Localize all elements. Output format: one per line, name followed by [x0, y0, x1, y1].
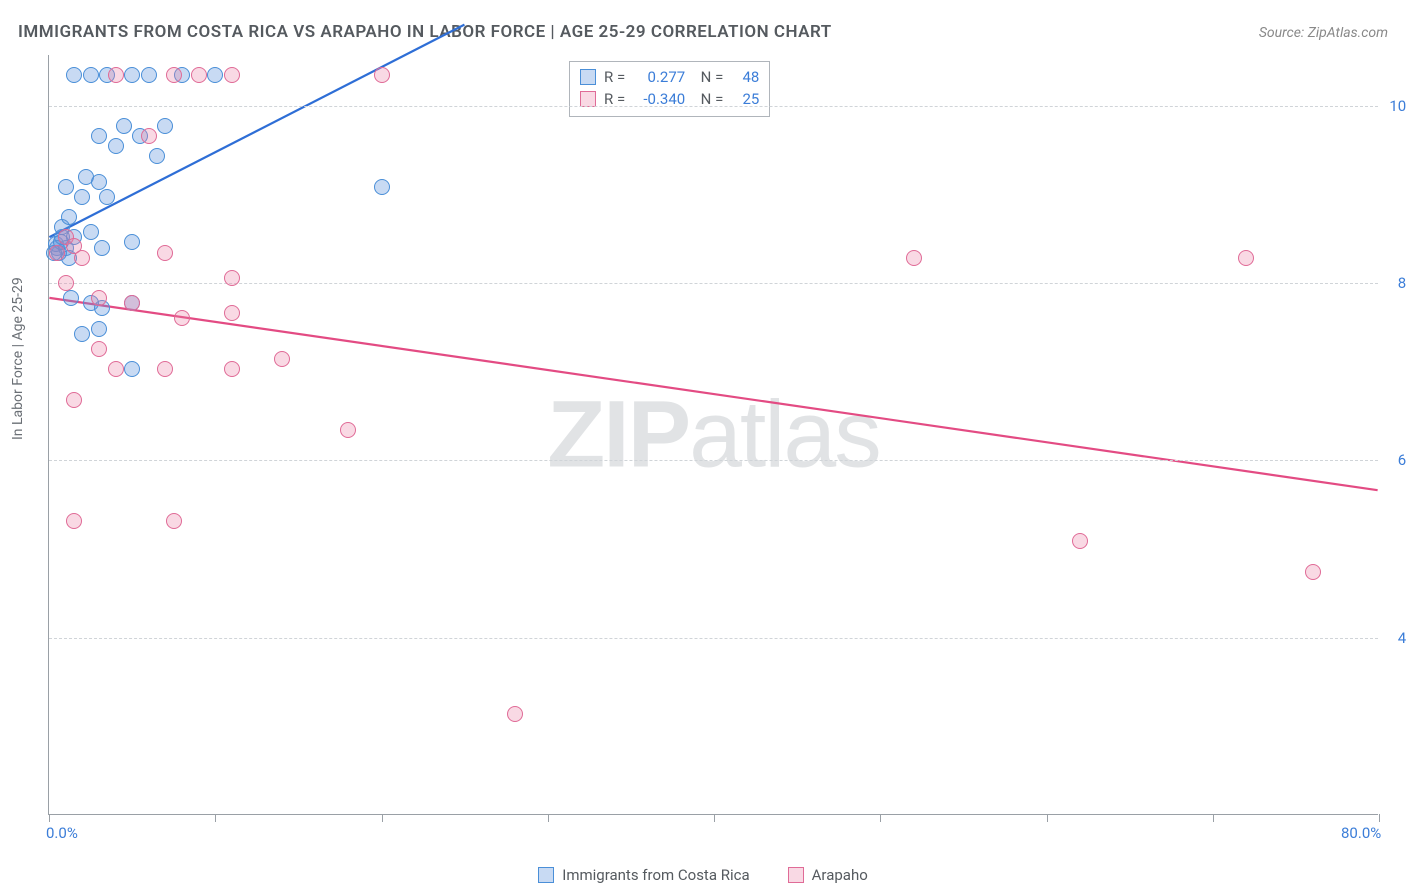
data-point	[91, 321, 107, 337]
data-point	[340, 422, 356, 438]
y-tick-label: 100.0%	[1383, 97, 1406, 115]
trend-lines	[49, 55, 1378, 814]
data-point	[74, 189, 90, 205]
gridline	[49, 106, 1378, 107]
data-point	[108, 138, 124, 154]
x-tick	[1047, 814, 1048, 822]
data-point	[124, 234, 140, 250]
data-point	[141, 67, 157, 83]
data-point	[906, 250, 922, 266]
stat-n-label: N =	[693, 66, 723, 88]
data-point	[91, 341, 107, 357]
correlation-stats-box: R = 0.277 N = 48 R = -0.340 N = 25	[569, 61, 770, 117]
data-point	[116, 118, 132, 134]
x-tick	[215, 814, 216, 822]
data-point	[374, 179, 390, 195]
stat-r-value: -0.340	[633, 88, 685, 110]
gridline	[49, 638, 1378, 639]
y-tick-label: 82.5%	[1383, 274, 1406, 292]
chart-title: IMMIGRANTS FROM COSTA RICA VS ARAPAHO IN…	[18, 22, 832, 42]
data-point	[1072, 533, 1088, 549]
x-tick	[880, 814, 881, 822]
gridline	[49, 283, 1378, 284]
data-point	[1305, 564, 1321, 580]
x-tick-label: 0.0%	[46, 824, 78, 842]
data-point	[58, 275, 74, 291]
trend-line	[49, 25, 464, 238]
stat-r-label: R =	[604, 88, 625, 110]
data-point	[274, 351, 290, 367]
data-point	[66, 392, 82, 408]
legend-item: Arapaho	[788, 866, 868, 884]
data-point	[124, 361, 140, 377]
y-tick-label: 47.5%	[1383, 629, 1406, 647]
data-point	[91, 174, 107, 190]
legend-item: Immigrants from Costa Rica	[538, 866, 749, 884]
x-tick	[1379, 814, 1380, 822]
data-point	[124, 67, 140, 83]
legend-swatch	[788, 867, 804, 883]
data-point	[166, 513, 182, 529]
data-point	[94, 240, 110, 256]
data-point	[174, 310, 190, 326]
data-point	[108, 361, 124, 377]
data-point	[83, 67, 99, 83]
legend-swatch	[538, 867, 554, 883]
data-point	[374, 67, 390, 83]
x-tick	[1213, 814, 1214, 822]
stat-swatch	[580, 69, 596, 85]
title-bar: IMMIGRANTS FROM COSTA RICA VS ARAPAHO IN…	[18, 22, 1388, 42]
data-point	[224, 270, 240, 286]
data-point	[63, 290, 79, 306]
stat-row: R = -0.340 N = 25	[580, 88, 759, 110]
plot-area: ZIPatlas R = 0.277 N = 48 R = -0.340 N =…	[48, 55, 1378, 815]
data-point	[61, 209, 77, 225]
stat-n-value: 48	[731, 66, 759, 88]
data-point	[66, 67, 82, 83]
data-point	[224, 67, 240, 83]
data-point	[207, 67, 223, 83]
data-point	[74, 326, 90, 342]
source-attribution: Source: ZipAtlas.com	[1259, 25, 1388, 41]
data-point	[124, 295, 140, 311]
legend: Immigrants from Costa Rica Arapaho	[0, 866, 1406, 884]
stat-n-value: 25	[731, 88, 759, 110]
gridline	[49, 460, 1378, 461]
data-point	[91, 128, 107, 144]
data-point	[91, 290, 107, 306]
data-point	[507, 706, 523, 722]
stat-n-label: N =	[693, 88, 723, 110]
data-point	[74, 250, 90, 266]
x-tick	[714, 814, 715, 822]
data-point	[157, 245, 173, 261]
legend-label: Arapaho	[812, 866, 868, 884]
data-point	[141, 128, 157, 144]
data-point	[166, 67, 182, 83]
data-point	[191, 67, 207, 83]
watermark: ZIPatlas	[547, 380, 879, 489]
y-tick-label: 65.0%	[1383, 451, 1406, 469]
x-tick-label: 80.0%	[1341, 824, 1381, 842]
data-point	[1238, 250, 1254, 266]
data-point	[49, 245, 65, 261]
stat-row: R = 0.277 N = 48	[580, 66, 759, 88]
x-tick	[382, 814, 383, 822]
data-point	[149, 148, 165, 164]
data-point	[108, 67, 124, 83]
data-point	[157, 361, 173, 377]
data-point	[58, 179, 74, 195]
data-point	[99, 189, 115, 205]
data-point	[66, 513, 82, 529]
stat-swatch	[580, 91, 596, 107]
x-tick	[548, 814, 549, 822]
x-tick	[49, 814, 50, 822]
stat-r-label: R =	[604, 66, 625, 88]
stat-r-value: 0.277	[633, 66, 685, 88]
data-point	[157, 118, 173, 134]
y-axis-label: In Labor Force | Age 25-29	[10, 277, 26, 440]
legend-label: Immigrants from Costa Rica	[562, 866, 749, 884]
data-point	[224, 305, 240, 321]
data-point	[224, 361, 240, 377]
data-point	[83, 224, 99, 240]
